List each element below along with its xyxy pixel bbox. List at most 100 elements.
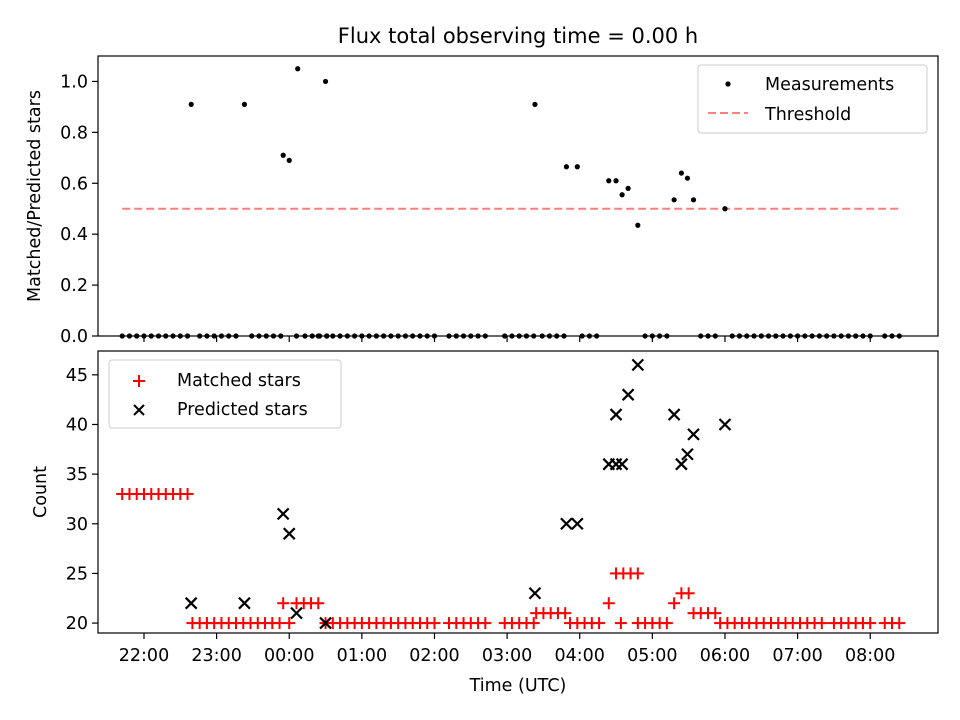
measurement-point <box>295 66 301 72</box>
x-tick-label: 02:00 <box>409 646 459 666</box>
measurement-point <box>619 192 625 198</box>
measurement-point <box>690 197 697 203</box>
measurement-point <box>563 164 570 170</box>
ratio-y-axis-label: Matched/Predicted stars <box>25 90 45 302</box>
count-y-tick-label: 40 <box>66 415 88 435</box>
predicted-star-point <box>681 447 694 461</box>
measurement-point <box>532 101 538 107</box>
matched-star-point <box>283 617 296 630</box>
matched-star-point <box>559 607 572 620</box>
matched-star-point <box>709 607 722 620</box>
predicted-star-point <box>528 587 542 600</box>
x-tick-label: 08:00 <box>845 646 895 666</box>
matched-star-point <box>660 617 673 630</box>
predicted-star-point <box>290 606 303 620</box>
matched-star-point <box>668 597 681 610</box>
count-x-ticks: 22:00 23:00 00:00 01:00 02:00 03:00 04:00 05:00… <box>119 633 895 666</box>
matched-star-point <box>815 617 828 630</box>
measurement-point <box>613 178 619 184</box>
ratio-marks <box>119 66 902 339</box>
legend-predicted-marker <box>133 404 145 416</box>
count-y-tick-label: 35 <box>66 465 88 485</box>
legend-matched-label: Matched stars <box>177 371 301 391</box>
x-tick-label: 23:00 <box>191 646 241 666</box>
matched-star-point <box>864 617 877 630</box>
matched-star-point <box>312 597 325 610</box>
matched-star-point <box>527 617 540 630</box>
predicted-star-point <box>319 616 332 630</box>
measurement-point <box>188 101 194 107</box>
matched-star-point <box>682 587 695 600</box>
x-tick-label: 22:00 <box>119 646 169 666</box>
matched-star-point <box>277 597 290 610</box>
count-y-ticks: 20 25 30 35 40 45 <box>66 366 98 634</box>
x-tick-label: 01:00 <box>337 646 387 666</box>
predicted-star-point <box>687 428 700 441</box>
x-tick-label: 03:00 <box>482 646 532 666</box>
count-panel: 20 25 30 35 40 45 22:00 23:00 00:00 01:00 02:00 03… <box>31 350 939 696</box>
predicted-star-point <box>609 408 623 421</box>
measurement-point <box>241 101 248 107</box>
predicted-star-point <box>184 596 198 610</box>
count-marks <box>116 358 906 630</box>
ratio-panel: 0.0 0.2 0.4 0.6 0.8 1.0 Matched/Predicted sta… <box>25 55 939 347</box>
x-axis-label: Time (UTC) <box>469 676 567 696</box>
count-y-axis-label: Count <box>31 466 51 518</box>
ratio-legend: Measurements Threshold <box>697 64 928 134</box>
matched-star-point <box>479 617 492 630</box>
predicted-star-point <box>615 457 629 471</box>
count-plot-frame <box>97 350 939 634</box>
chart-title: Flux total observing time = 0.00 h <box>338 24 698 48</box>
count-legend: Matched stars Predicted stars <box>108 359 342 429</box>
predicted-star-point <box>276 507 290 521</box>
legend-predicted-label: Predicted stars <box>177 400 308 420</box>
legend-measurements-label: Measurements <box>765 75 894 95</box>
matched-star-point <box>614 617 627 630</box>
predicted-star-point <box>571 517 584 531</box>
measurement-point <box>574 164 580 170</box>
matched-star-point <box>893 617 906 630</box>
x-tick-label: 07:00 <box>772 646 822 666</box>
matched-star-point <box>593 617 606 630</box>
count-y-tick-label: 45 <box>66 366 88 386</box>
measurement-point <box>671 197 677 203</box>
x-tick-label: 00:00 <box>264 646 314 666</box>
measurement-point <box>286 157 292 163</box>
predicted-star-point <box>560 517 573 531</box>
legend-matched-marker <box>133 375 145 387</box>
predicted-star-point <box>282 527 296 540</box>
count-y-tick-label: 20 <box>66 614 88 634</box>
ratio-y-ticks: 0.0 0.2 0.4 0.6 0.8 1.0 <box>60 72 871 347</box>
measurement-point <box>635 222 641 228</box>
ratio-y-tick-label: 0.2 <box>60 276 88 296</box>
measurement-point <box>625 185 631 191</box>
x-tick-label: 04:00 <box>555 646 605 666</box>
measurement-point <box>606 178 612 184</box>
predicted-star-point <box>718 418 732 431</box>
measurement-point <box>678 170 685 176</box>
ratio-y-tick-label: 0.4 <box>60 225 88 245</box>
x-tick-label: 06:00 <box>700 646 750 666</box>
matched-star-point <box>631 567 644 580</box>
ratio-plot-frame <box>97 55 939 337</box>
count-y-tick-label: 25 <box>66 564 88 584</box>
predicted-star-point <box>631 358 645 372</box>
predicted-star-point <box>667 408 681 421</box>
x-tick-label: 05:00 <box>627 646 677 666</box>
legend-measurements-marker <box>725 81 731 87</box>
matched-star-point <box>181 487 194 500</box>
matched-star-point <box>428 617 441 630</box>
predicted-star-point <box>238 596 251 610</box>
predicted-star-point <box>675 457 688 471</box>
predicted-star-point <box>621 388 635 401</box>
legend-threshold-label: Threshold <box>764 105 851 125</box>
ratio-y-tick-label: 1.0 <box>60 72 88 92</box>
measurement-point <box>280 152 286 158</box>
matched-star-point <box>602 597 615 610</box>
ratio-y-tick-label: 0.0 <box>60 327 88 347</box>
ratio-y-tick-label: 0.6 <box>60 174 88 194</box>
measurement-point <box>322 78 329 85</box>
count-y-tick-label: 30 <box>66 515 88 535</box>
measurement-point <box>684 175 691 181</box>
